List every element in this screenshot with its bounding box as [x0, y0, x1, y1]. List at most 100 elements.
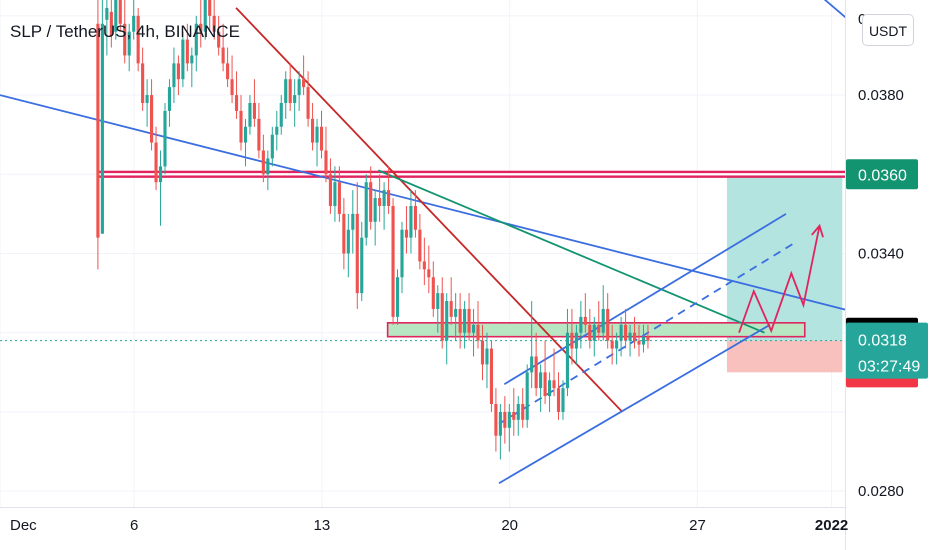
candle-body — [158, 166, 163, 183]
candle — [378, 174, 382, 222]
candle-body — [382, 190, 386, 206]
candle-body — [637, 340, 641, 345]
candle — [136, 7, 140, 72]
last-price-tag-background — [846, 322, 928, 379]
candle-body — [583, 316, 587, 325]
candle — [351, 190, 355, 254]
candle — [556, 372, 561, 420]
projection-arrowhead — [811, 223, 824, 238]
candle — [293, 79, 297, 127]
candle-body — [123, 23, 127, 56]
candle — [463, 301, 467, 349]
candle — [284, 71, 288, 119]
candle — [503, 396, 507, 444]
candle-body — [463, 308, 467, 333]
candle — [440, 277, 444, 349]
candle — [96, 0, 100, 270]
long-descending-trendline — [0, 94, 845, 311]
candle — [163, 102, 167, 175]
last-price-value: 0.0318 — [858, 333, 907, 350]
candle-body — [248, 102, 252, 127]
candle-body — [351, 213, 355, 230]
candle-body — [395, 277, 400, 317]
candle — [212, 0, 216, 40]
candle-body — [512, 411, 516, 420]
candle — [167, 79, 172, 127]
candle — [261, 134, 265, 183]
candle-body — [239, 110, 243, 143]
candle — [413, 190, 417, 238]
candle-body — [136, 15, 140, 64]
price-tag-label: 0.0360 — [858, 167, 907, 184]
candle — [588, 308, 592, 349]
candle-body — [100, 23, 104, 234]
candle-body — [378, 198, 382, 206]
price-tag: 0.0360 — [846, 159, 918, 190]
candle-body — [167, 87, 172, 111]
candle — [270, 126, 274, 167]
candle-body — [404, 229, 409, 238]
candle-body — [284, 79, 288, 103]
candle-body — [114, 0, 118, 32]
candle-body — [261, 150, 265, 175]
candle — [217, 15, 221, 56]
candle-body — [266, 158, 270, 175]
candle-body — [297, 79, 301, 96]
candle-body — [310, 118, 315, 143]
candle-body — [525, 372, 529, 420]
candle — [539, 364, 543, 412]
candle — [552, 348, 556, 397]
candle — [436, 285, 440, 333]
last-price-tag: 0.0318 03:27:49 — [846, 322, 928, 379]
currency-selector-button[interactable]: USDT — [862, 14, 914, 46]
candle-body — [172, 63, 176, 88]
candle — [445, 293, 449, 365]
candle — [239, 95, 243, 151]
time-tick-label: 20 — [501, 517, 518, 534]
candle — [288, 63, 292, 111]
candle-body — [418, 229, 422, 262]
candle-body — [342, 213, 346, 254]
candle-body — [369, 182, 373, 222]
candle-body — [476, 324, 480, 341]
candle-body — [176, 63, 180, 80]
upper-right-trendline — [823, 0, 845, 19]
candle — [100, 0, 104, 234]
candle-body — [543, 372, 547, 397]
candle — [637, 324, 641, 357]
candle — [208, 0, 212, 32]
bar-countdown-timer: 03:27:49 — [858, 359, 920, 376]
candle — [176, 55, 180, 96]
candle-body — [387, 190, 391, 206]
candle — [230, 55, 234, 103]
candle — [422, 237, 426, 286]
time-tick-label: 27 — [689, 517, 706, 534]
candle — [118, 0, 122, 32]
candle-body — [449, 301, 453, 317]
candle — [458, 293, 462, 349]
candle-body — [293, 95, 297, 103]
candle-body — [234, 95, 239, 111]
candle-body — [565, 332, 570, 389]
candle-body — [498, 411, 502, 436]
candle — [579, 301, 583, 349]
candle — [150, 79, 154, 151]
candle-body — [556, 388, 561, 412]
candle — [382, 182, 386, 230]
candle-body — [615, 340, 619, 349]
candle — [315, 118, 319, 167]
candle — [525, 364, 529, 428]
candle-body — [413, 205, 417, 230]
candle-body — [199, 23, 203, 32]
candle — [127, 23, 131, 72]
candle-body — [185, 39, 189, 64]
candle — [194, 15, 198, 72]
candle-body — [597, 324, 601, 333]
candle-body — [163, 110, 167, 167]
candle-body — [212, 15, 216, 32]
candle-body — [561, 388, 565, 412]
candle — [306, 71, 310, 127]
candle — [105, 0, 109, 56]
candle-body — [141, 63, 145, 103]
